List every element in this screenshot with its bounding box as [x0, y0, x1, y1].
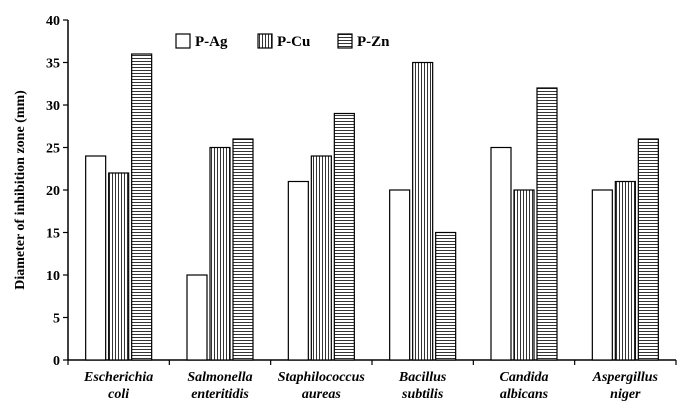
x-tick-label: Escherichia coli	[83, 370, 153, 402]
bar	[310, 155, 332, 361]
bar	[333, 112, 355, 361]
bar	[435, 231, 457, 361]
bar	[389, 189, 411, 361]
y-axis-label: Diameter of inhibition zone (mm)	[13, 90, 28, 290]
bar	[232, 138, 254, 361]
legend-label: P-Zn	[357, 34, 390, 50]
y-tick-label: 35	[46, 57, 60, 72]
y-tick-label: 0	[53, 354, 60, 369]
y-tick-label: 30	[46, 99, 60, 114]
legend-swatch	[337, 33, 353, 49]
bar	[108, 172, 130, 361]
x-tick-label: Staphilococcus aureas	[278, 370, 366, 402]
y-tick-label: 5	[53, 312, 60, 327]
bar	[614, 180, 636, 361]
bar	[536, 87, 558, 361]
y-tick-label: 25	[46, 142, 60, 157]
x-axis: Escherichia coli Salmonella enteritidis Stap…	[67, 359, 677, 402]
legend: P-Ag P-Cu P-Zn	[175, 33, 390, 50]
bar	[490, 146, 512, 361]
bar	[186, 274, 208, 361]
bar	[209, 146, 231, 361]
x-tick-label: Aspergillus niger	[592, 370, 659, 402]
bar	[591, 189, 613, 361]
legend-swatch	[257, 33, 273, 49]
bar	[85, 155, 107, 361]
bar	[412, 61, 434, 361]
bar	[287, 180, 309, 361]
legend-label: P-Cu	[277, 34, 310, 50]
x-tick-label: Candida albicans	[499, 370, 548, 402]
y-tick-label: 15	[46, 227, 60, 242]
x-tick-label: Salmonella enteritidis	[187, 370, 252, 402]
legend-swatch	[175, 33, 191, 49]
y-axis: 0 5 10 15 20 25 30 35 40	[46, 14, 69, 369]
y-tick-label: 40	[46, 14, 60, 29]
bar	[513, 189, 535, 361]
bars	[85, 53, 659, 361]
bar	[131, 53, 153, 361]
y-tick-label: 20	[46, 184, 60, 199]
bar	[637, 138, 659, 361]
y-tick-label: 10	[46, 269, 60, 284]
legend-label: P-Ag	[195, 34, 228, 50]
x-tick-label: Bacillus subtilis	[398, 370, 447, 402]
